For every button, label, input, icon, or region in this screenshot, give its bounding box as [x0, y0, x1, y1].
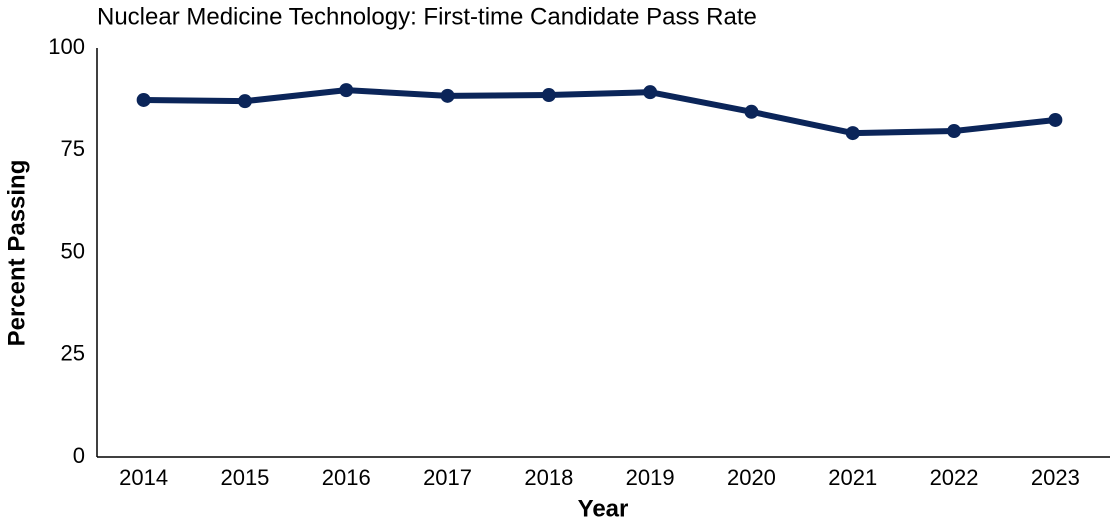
chart-title: Nuclear Medicine Technology: First-time …	[97, 3, 757, 30]
x-tick-label: 2021	[828, 465, 877, 490]
x-tick-label: 2019	[626, 465, 675, 490]
y-tick-label: 75	[61, 136, 85, 161]
point	[440, 88, 455, 103]
x-tick-label: 2018	[524, 465, 573, 490]
y-tick-label: 0	[73, 443, 85, 468]
x-tick-label: 2022	[930, 465, 979, 490]
y-tick-label: 100	[48, 34, 85, 59]
y-tick-label: 50	[61, 238, 85, 263]
x-axis-label: Year	[578, 495, 629, 522]
y-axis-label: Percent Passing	[3, 160, 30, 347]
point	[845, 126, 860, 141]
line	[143, 87, 1056, 137]
x-tick-label: 2016	[322, 465, 371, 490]
point	[1048, 112, 1063, 127]
point	[339, 83, 354, 98]
x-tick-label: 2020	[727, 465, 776, 490]
point	[136, 92, 151, 107]
x-tick-label: 2023	[1031, 465, 1080, 490]
point	[744, 104, 759, 119]
point	[947, 124, 962, 139]
point	[541, 88, 556, 103]
y-tick-label: 25	[61, 341, 85, 366]
point	[643, 85, 658, 100]
x-tick-label: 2017	[423, 465, 472, 490]
x-tick-label: 2014	[119, 465, 168, 490]
point	[237, 94, 252, 109]
x-tick-label: 2015	[220, 465, 269, 490]
